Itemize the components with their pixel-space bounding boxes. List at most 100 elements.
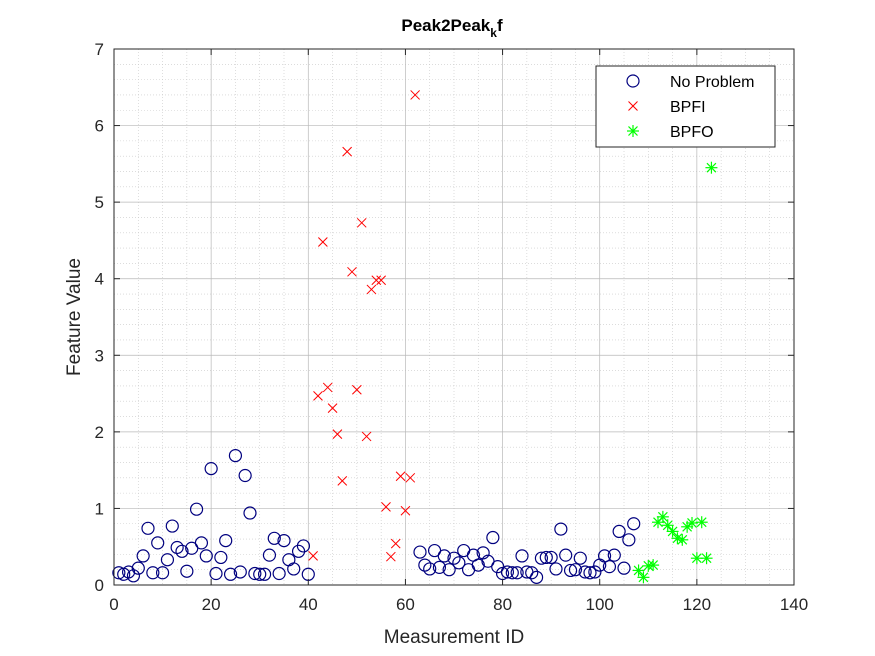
data-point	[175, 544, 189, 558]
data-point	[151, 536, 165, 550]
data-point	[146, 566, 160, 580]
data-point	[681, 520, 694, 533]
legend-entry-bpfi: BPFI	[628, 99, 706, 116]
data-point	[170, 540, 184, 555]
data-point	[544, 550, 558, 565]
y-tick-label: 1	[95, 499, 104, 518]
data-point	[131, 561, 145, 575]
legend-box	[595, 65, 776, 148]
data-point	[627, 517, 641, 531]
data-point	[342, 146, 352, 157]
data-point-stroke	[672, 533, 683, 544]
data-point	[165, 519, 179, 533]
minor-grid	[114, 49, 794, 585]
data-point	[180, 564, 194, 578]
data-point-stroke	[390, 538, 401, 549]
data-point	[452, 556, 466, 570]
data-point	[588, 565, 602, 579]
data-point	[219, 533, 233, 548]
data-point	[656, 510, 669, 523]
data-point	[413, 545, 427, 559]
data-point-stroke	[667, 526, 678, 537]
data-point	[405, 472, 416, 483]
data-point-stroke	[682, 521, 693, 532]
y-tick-label: 2	[95, 423, 104, 442]
chart-title-subscript: k	[490, 26, 497, 40]
chart-title: Peak2Peakkf	[401, 16, 503, 40]
data-point	[549, 562, 563, 576]
data-point-stroke	[395, 471, 406, 482]
data-point	[248, 566, 262, 581]
data-point-stroke	[696, 517, 707, 528]
data-point-stroke	[400, 505, 411, 516]
data-point	[515, 549, 529, 563]
data-point	[277, 533, 291, 548]
data-point	[243, 506, 257, 520]
data-point	[347, 266, 357, 277]
data-point	[318, 237, 328, 247]
data-point	[602, 560, 617, 574]
legend-star-marker	[627, 125, 639, 137]
data-point-stroke	[356, 217, 367, 228]
data-point-stroke	[691, 553, 702, 564]
data-point	[471, 558, 485, 572]
data-point-stroke	[308, 551, 318, 561]
data-point	[534, 551, 549, 565]
data-point	[287, 562, 301, 576]
legend-label-bpfo: BPFO	[670, 124, 714, 141]
data-point	[700, 552, 713, 565]
data-point	[418, 558, 432, 572]
data-point-stroke	[381, 502, 391, 512]
data-point	[308, 551, 318, 561]
data-point-stroke	[386, 551, 396, 562]
y-tick-label: 7	[95, 40, 104, 59]
data-point	[141, 521, 155, 535]
data-point	[337, 476, 348, 486]
data-point	[597, 549, 612, 563]
data-point	[400, 505, 411, 516]
data-point	[486, 530, 500, 545]
data-point	[155, 566, 170, 580]
y-tick-label: 5	[95, 193, 104, 212]
data-point	[257, 567, 272, 581]
data-point	[136, 549, 150, 563]
data-point	[529, 570, 544, 584]
data-point	[322, 382, 333, 393]
series-bpfi	[308, 90, 420, 562]
data-point-stroke	[701, 553, 712, 564]
data-point	[612, 524, 626, 539]
series-bpfo	[632, 161, 718, 584]
data-point	[410, 90, 420, 100]
tick-labels: 0 20 40 60 80 100 120 140 0 1 2 3 4 5 6 7	[95, 40, 809, 614]
legend-circle-marker	[626, 74, 640, 88]
data-point	[223, 567, 238, 581]
data-point-stroke	[405, 472, 416, 483]
plot-frame	[113, 48, 795, 586]
data-point	[525, 566, 539, 580]
data-marks	[112, 90, 718, 584]
data-point	[386, 551, 396, 562]
data-point	[327, 403, 338, 413]
data-point	[442, 563, 456, 577]
data-point	[267, 531, 281, 545]
data-point	[510, 566, 524, 580]
data-point	[395, 471, 406, 482]
data-point	[209, 566, 223, 581]
data-point-stroke	[313, 391, 323, 401]
y-tick-label: 4	[95, 270, 104, 289]
data-point-stroke	[376, 275, 386, 286]
chart-title-tail: f	[497, 16, 503, 35]
data-point	[233, 565, 247, 579]
data-point	[583, 566, 597, 580]
data-point-stroke	[337, 476, 348, 486]
data-point	[313, 391, 323, 401]
data-point	[356, 217, 367, 228]
data-point	[632, 564, 645, 577]
x-axis-label: Measurement ID	[384, 627, 524, 648]
data-point	[554, 522, 568, 536]
data-point-stroke	[638, 572, 649, 583]
data-point	[563, 563, 578, 578]
data-point-stroke	[347, 266, 357, 277]
data-point-stroke	[318, 237, 328, 247]
